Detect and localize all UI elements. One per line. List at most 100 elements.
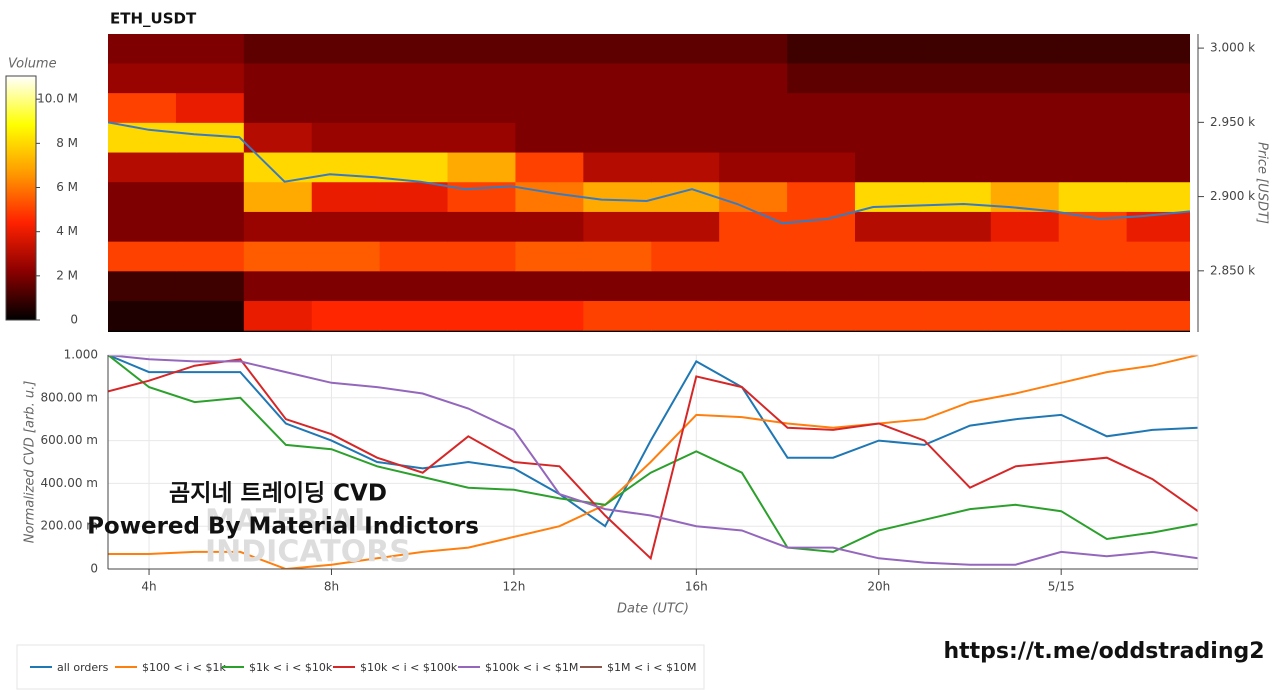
heatmap-cell xyxy=(379,181,449,212)
heatmap-cell xyxy=(854,92,924,123)
heatmap-cell xyxy=(447,122,516,153)
heatmap-cell xyxy=(583,300,652,331)
heatmap-cell xyxy=(447,152,516,183)
heatmap-cell xyxy=(108,92,177,123)
heatmap-cell xyxy=(651,62,720,94)
heatmap-cell xyxy=(175,34,245,64)
legend-label: $1k < i < $10k xyxy=(249,661,333,674)
plot-bg xyxy=(108,355,1198,569)
heatmap-cell xyxy=(379,34,449,64)
heatmap-cell xyxy=(990,62,1060,94)
colorbar-tick-label: 4 M xyxy=(56,224,78,238)
heatmap-cell xyxy=(108,122,177,153)
heatmap-cell xyxy=(1058,152,1128,183)
heatmap-cell xyxy=(1126,34,1190,64)
heatmap-cell xyxy=(1126,62,1190,94)
heatmap-cell xyxy=(583,62,652,94)
heatmap-cell xyxy=(1058,300,1128,331)
heatmap-cell xyxy=(243,34,313,64)
heatmap-cell xyxy=(787,122,856,153)
heatmap-cell xyxy=(108,62,177,94)
heatmap-cell xyxy=(1058,241,1128,272)
colorbar-tick-label: 2 M xyxy=(56,268,78,282)
heatmap-cell xyxy=(243,62,313,94)
heatmap-cell xyxy=(854,152,924,183)
heatmap-cell xyxy=(243,122,313,153)
heatmap-cell xyxy=(651,270,720,302)
heatmap-cell xyxy=(719,241,788,272)
y-tick-label: 1.000 xyxy=(64,348,98,362)
heatmap-cell xyxy=(175,241,245,272)
heatmap-cell xyxy=(243,211,313,242)
heatmap-cell xyxy=(311,34,381,64)
y-tick-label: 2.900 k xyxy=(1210,189,1255,203)
colorbar-tick-label: 0 xyxy=(70,313,78,327)
heatmap-cell xyxy=(515,270,584,302)
y-tick-label: 600.00 m xyxy=(41,433,99,447)
heatmap-cell xyxy=(379,152,449,183)
heatmap-cell xyxy=(990,270,1060,302)
heatmap-cell xyxy=(311,211,381,242)
heatmap-cell xyxy=(243,152,313,183)
heatmap-cell xyxy=(854,34,924,64)
heatmap-cell xyxy=(447,211,516,242)
heatmap-cell xyxy=(719,122,788,153)
heatmap-cell xyxy=(1058,211,1128,242)
heatmap-cell xyxy=(311,270,381,302)
heatmap-cell xyxy=(787,241,856,272)
heatmap-cell xyxy=(787,181,856,212)
heatmap-cell xyxy=(447,270,516,302)
heatmap-cell xyxy=(515,181,584,212)
y-tick-label: 2.950 k xyxy=(1210,115,1255,129)
price-line xyxy=(108,121,1190,225)
heatmap-cell xyxy=(854,62,924,94)
y-tick-label: 0 xyxy=(90,562,98,576)
heatmap-cell xyxy=(243,92,313,123)
colorbar xyxy=(5,75,37,321)
heatmap-cell xyxy=(583,181,652,212)
y-axis-title: Normalized CVD [arb. u.] xyxy=(23,381,38,544)
heatmap-cell xyxy=(854,241,924,272)
heatmap-cell xyxy=(108,152,177,183)
heatmap-cell xyxy=(719,152,788,183)
heatmap-cell xyxy=(1058,181,1128,212)
heatmap-cell xyxy=(447,62,516,94)
heatmap-cell xyxy=(311,92,381,123)
heatmap-cell xyxy=(651,34,720,64)
heatmap-cell xyxy=(515,241,584,272)
heatmap-cell xyxy=(311,181,381,212)
heatmap-cell xyxy=(515,122,584,153)
heatmap-cell xyxy=(719,270,788,302)
heatmap-cell xyxy=(922,211,992,242)
series-line xyxy=(108,355,1198,569)
x-tick-label: 12h xyxy=(502,580,525,594)
heatmap-cell xyxy=(515,34,584,64)
heatmap-cell xyxy=(379,270,449,302)
heatmap-cell xyxy=(1058,92,1128,123)
heatmap-cell xyxy=(922,241,992,272)
heatmap-cell xyxy=(583,211,652,242)
series-line xyxy=(108,358,1198,561)
heatmap-cell xyxy=(787,152,856,183)
x-tick-label: 5/15 xyxy=(1048,580,1075,594)
heatmap-cell xyxy=(922,122,992,153)
chart-title: ETH_USDT xyxy=(110,10,197,28)
heatmap-cell xyxy=(175,181,245,212)
colorbar-title: Volume xyxy=(8,57,57,72)
colorbar-tick-label: 10.0 M xyxy=(37,92,78,106)
heatmap-cell xyxy=(515,92,584,123)
series-line xyxy=(108,355,1198,528)
heatmap-cell xyxy=(175,62,245,94)
heatmap-cell xyxy=(990,92,1060,123)
heatmap-cell xyxy=(719,300,788,331)
heatmap-cell xyxy=(854,211,924,242)
heatmap-cell xyxy=(990,300,1060,331)
heatmap-cell xyxy=(1126,152,1190,183)
y-tick-label: 800.00 m xyxy=(41,390,99,404)
heatmap-cell xyxy=(379,211,449,242)
y-tick-label: 200.00 m xyxy=(41,519,99,533)
x-axis-title: Date (UTC) xyxy=(617,602,689,617)
heatmap-cell xyxy=(719,211,788,242)
heatmap-cell xyxy=(922,152,992,183)
heatmap-cell xyxy=(922,270,992,302)
